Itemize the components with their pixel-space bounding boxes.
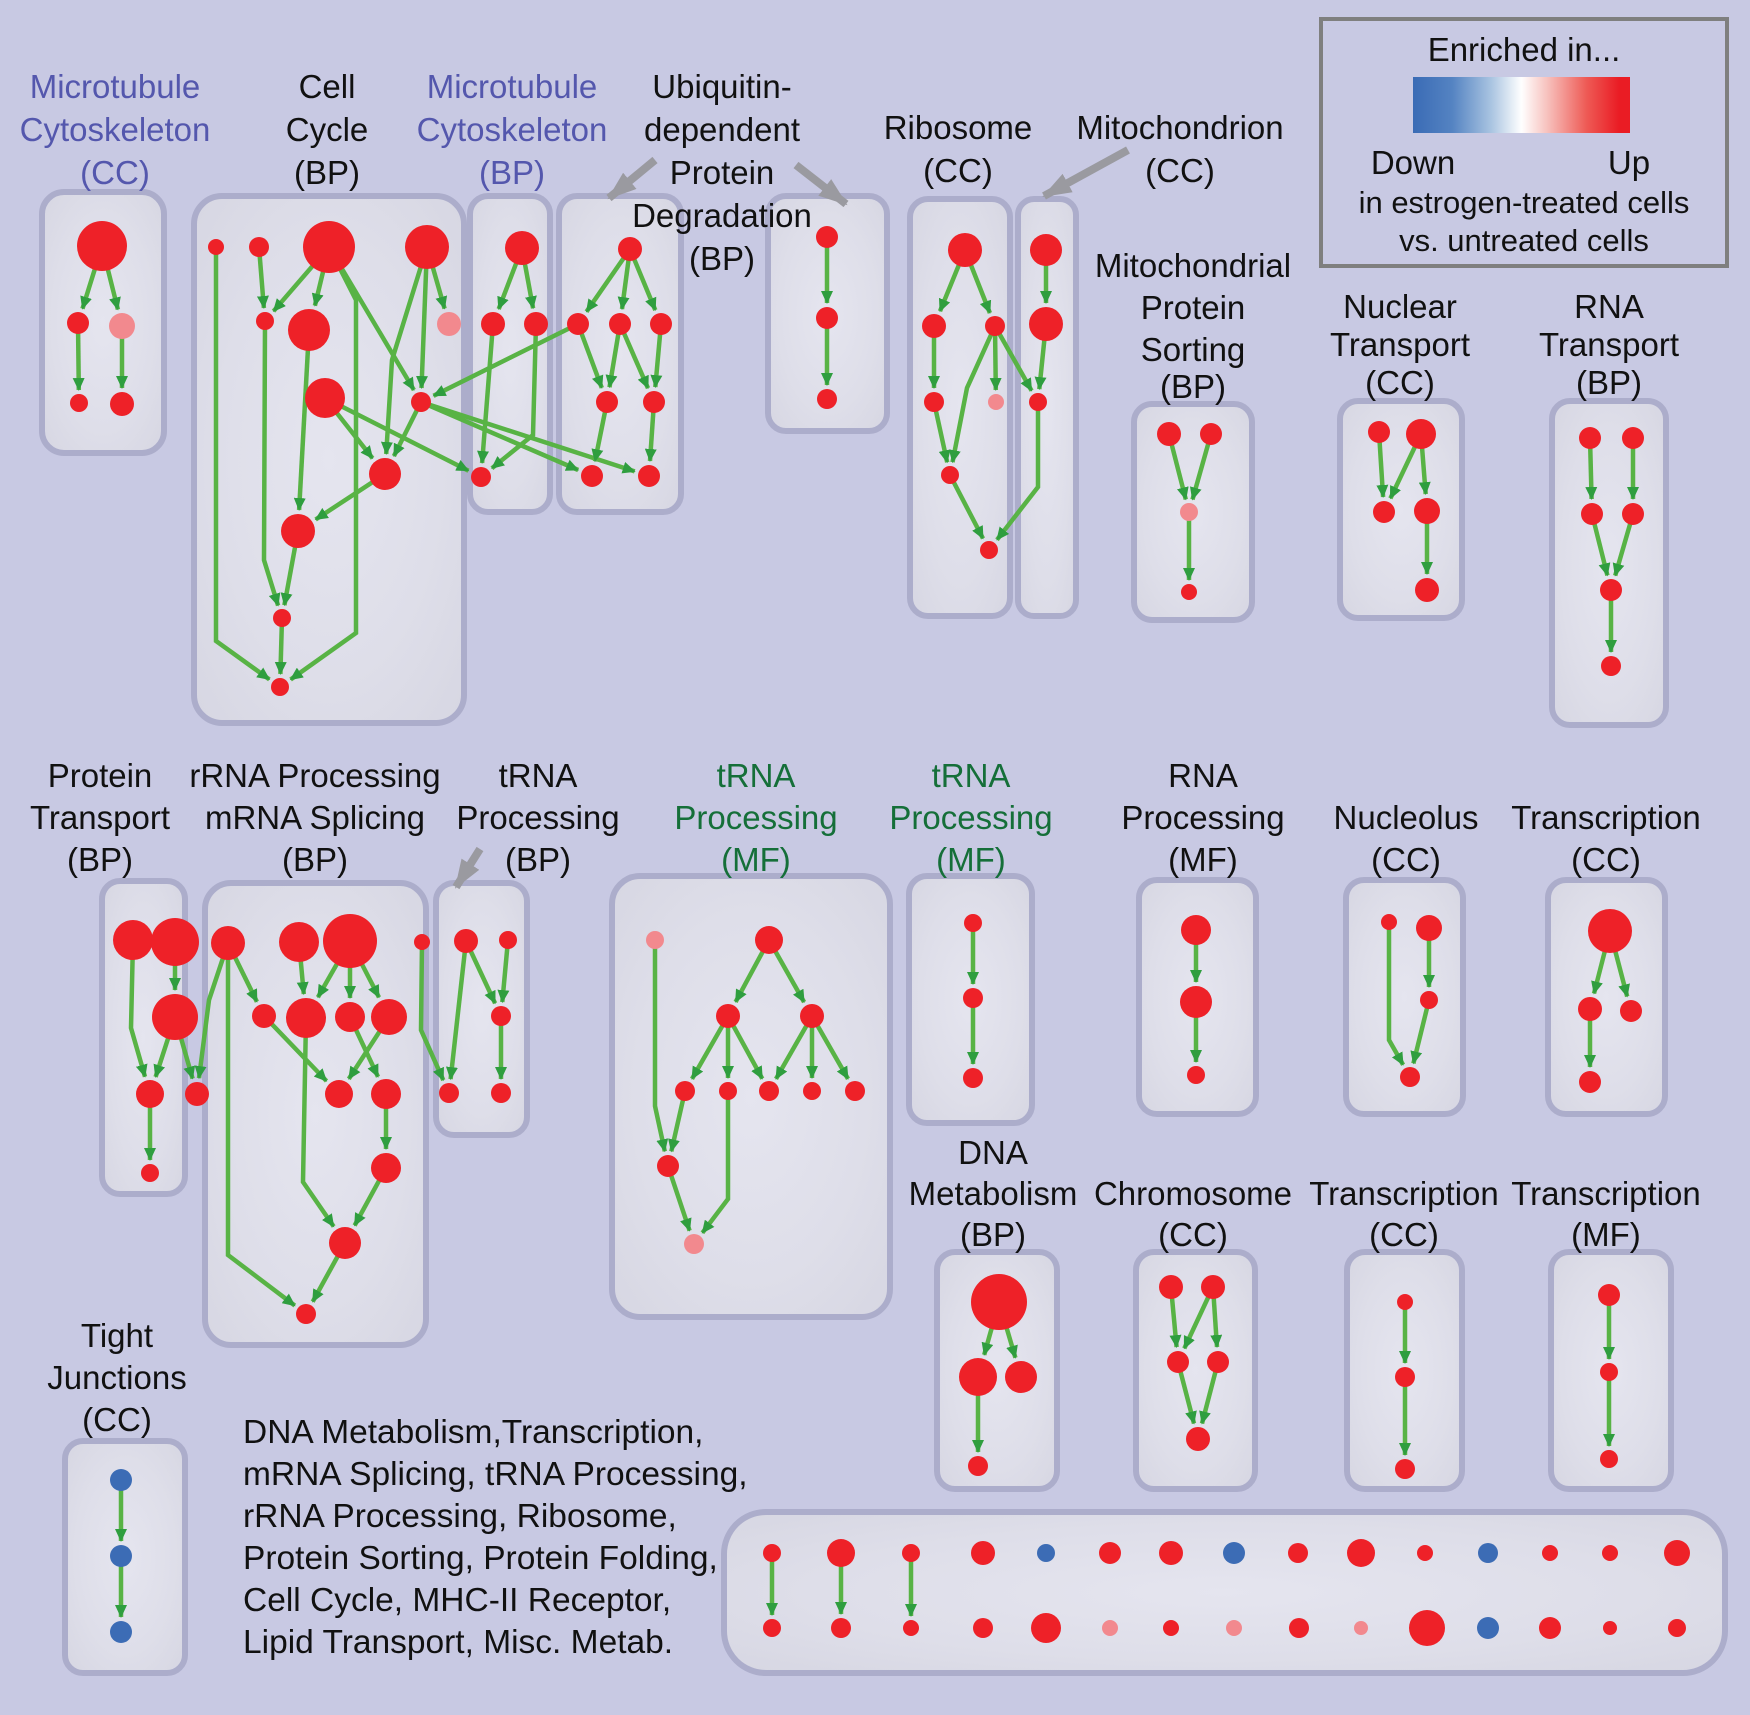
svg-text:Transcription: Transcription — [1309, 1175, 1499, 1212]
svg-text:Sorting: Sorting — [1141, 331, 1246, 368]
svg-text:Cell: Cell — [299, 68, 356, 105]
svg-text:(CC): (CC) — [1369, 1216, 1439, 1253]
svg-text:Chromosome: Chromosome — [1094, 1175, 1292, 1212]
svg-text:rRNA Processing, Ribosome,: rRNA Processing, Ribosome, — [243, 1498, 677, 1535]
svg-text:Transcription: Transcription — [1511, 1175, 1701, 1212]
svg-text:Ubiquitin-: Ubiquitin- — [652, 68, 791, 105]
svg-text:Down: Down — [1371, 144, 1455, 181]
svg-text:(BP): (BP) — [479, 154, 545, 191]
svg-text:Junctions: Junctions — [47, 1359, 186, 1396]
svg-text:tRNA: tRNA — [499, 757, 578, 794]
svg-text:rRNA Processing: rRNA Processing — [189, 757, 440, 794]
svg-text:(MF): (MF) — [1168, 841, 1238, 878]
svg-text:tRNA: tRNA — [932, 757, 1011, 794]
svg-text:(CC): (CC) — [1571, 841, 1641, 878]
svg-text:(CC): (CC) — [1365, 364, 1435, 401]
svg-text:Processing: Processing — [1121, 799, 1284, 836]
svg-text:(MF): (MF) — [1571, 1216, 1641, 1253]
svg-text:Protein Sorting, Protein Foldi: Protein Sorting, Protein Folding, — [243, 1540, 718, 1577]
svg-text:Transport: Transport — [1539, 326, 1679, 363]
svg-text:Transcription: Transcription — [1511, 799, 1701, 836]
svg-text:Lipid Transport, Misc. Metab.: Lipid Transport, Misc. Metab. — [243, 1624, 673, 1661]
svg-text:Transport: Transport — [30, 799, 170, 836]
svg-text:(CC): (CC) — [1158, 1216, 1228, 1253]
svg-text:(BP): (BP) — [689, 240, 755, 277]
svg-text:vs. untreated cells: vs. untreated cells — [1399, 223, 1649, 258]
svg-text:(BP): (BP) — [67, 841, 133, 878]
svg-text:RNA: RNA — [1168, 757, 1238, 794]
svg-text:(MF): (MF) — [721, 841, 791, 878]
svg-text:(BP): (BP) — [1160, 368, 1226, 405]
svg-text:mRNA Splicing, tRNA Processing: mRNA Splicing, tRNA Processing, — [243, 1456, 748, 1493]
svg-text:(BP): (BP) — [1576, 364, 1642, 401]
svg-text:(CC): (CC) — [1145, 152, 1215, 189]
svg-text:mRNA Splicing: mRNA Splicing — [205, 799, 425, 836]
svg-text:Up: Up — [1608, 144, 1650, 181]
svg-text:(BP): (BP) — [294, 154, 360, 191]
svg-text:Protein: Protein — [1141, 289, 1246, 326]
svg-text:tRNA: tRNA — [717, 757, 796, 794]
svg-text:(BP): (BP) — [282, 841, 348, 878]
svg-text:in estrogen-treated cells: in estrogen-treated cells — [1359, 185, 1690, 220]
svg-text:Metabolism: Metabolism — [909, 1175, 1078, 1212]
svg-text:RNA: RNA — [1574, 288, 1644, 325]
svg-text:Processing: Processing — [674, 799, 837, 836]
svg-text:Nucleolus: Nucleolus — [1334, 799, 1479, 836]
svg-text:Ribosome: Ribosome — [884, 109, 1033, 146]
svg-text:Protein: Protein — [48, 757, 153, 794]
svg-text:Nuclear: Nuclear — [1343, 288, 1457, 325]
svg-text:(BP): (BP) — [960, 1216, 1026, 1253]
svg-text:Enriched in...: Enriched in... — [1428, 31, 1621, 68]
svg-text:Processing: Processing — [456, 799, 619, 836]
svg-text:DNA Metabolism,Transcription,: DNA Metabolism,Transcription, — [243, 1414, 703, 1451]
svg-text:(CC): (CC) — [80, 154, 150, 191]
svg-text:Processing: Processing — [889, 799, 1052, 836]
svg-text:Transport: Transport — [1330, 326, 1470, 363]
svg-text:Microtubule: Microtubule — [427, 68, 598, 105]
svg-text:DNA: DNA — [958, 1134, 1028, 1171]
svg-text:(CC): (CC) — [923, 152, 993, 189]
svg-text:Protein: Protein — [670, 154, 775, 191]
svg-text:(CC): (CC) — [1371, 841, 1441, 878]
svg-text:Tight: Tight — [81, 1317, 153, 1354]
svg-text:Cell Cycle, MHC-II Receptor,: Cell Cycle, MHC-II Receptor, — [243, 1582, 671, 1619]
svg-text:Degradation: Degradation — [632, 197, 812, 234]
svg-text:Cycle: Cycle — [286, 111, 369, 148]
svg-text:Mitochondrial: Mitochondrial — [1095, 247, 1291, 284]
svg-text:Microtubule: Microtubule — [30, 68, 201, 105]
svg-text:Cytoskeleton: Cytoskeleton — [417, 111, 608, 148]
svg-text:Mitochondrion: Mitochondrion — [1076, 109, 1283, 146]
svg-text:(BP): (BP) — [505, 841, 571, 878]
svg-text:(CC): (CC) — [82, 1401, 152, 1438]
svg-text:Cytoskeleton: Cytoskeleton — [20, 111, 211, 148]
svg-text:(MF): (MF) — [936, 841, 1006, 878]
svg-text:dependent: dependent — [644, 111, 800, 148]
